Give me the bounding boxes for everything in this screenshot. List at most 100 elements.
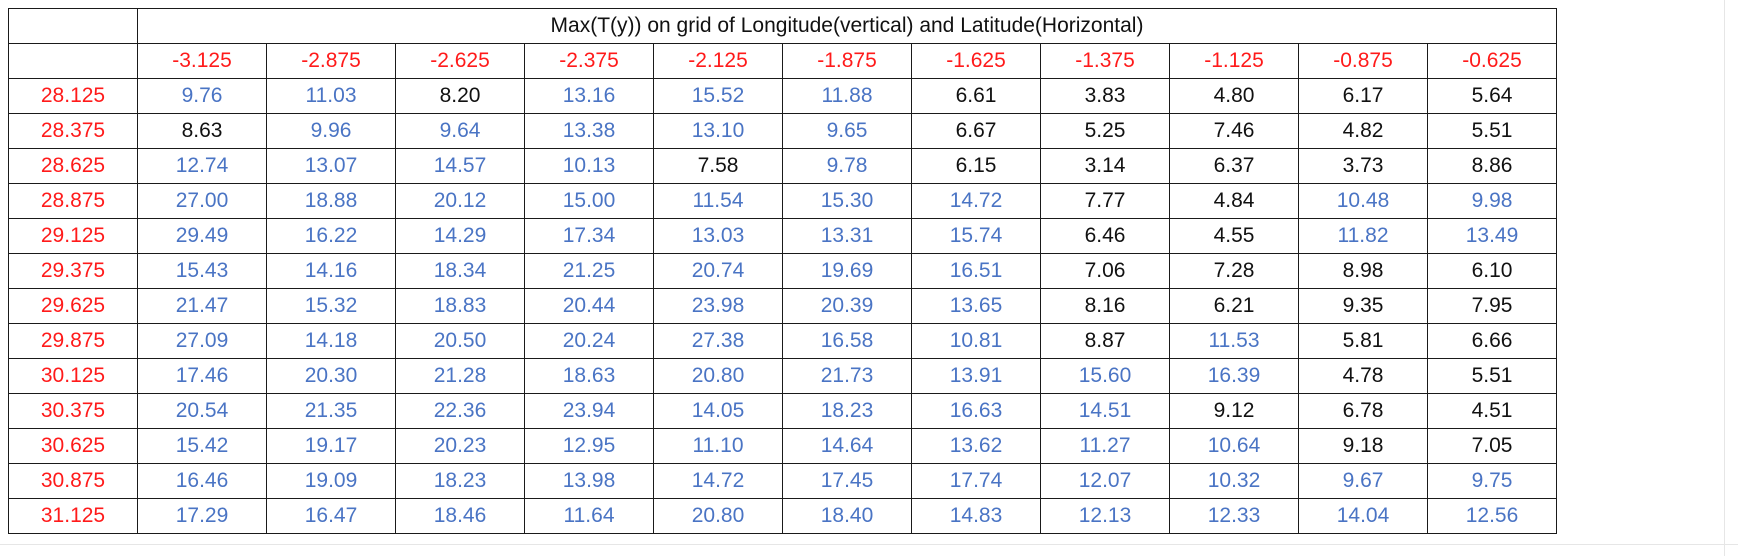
corner-cell[interactable] <box>8 43 138 79</box>
table-cell[interactable]: 17.74 <box>911 463 1041 499</box>
table-cell[interactable]: 20.12 <box>395 183 525 219</box>
table-cell[interactable]: 14.05 <box>653 393 783 429</box>
table-cell[interactable]: 14.72 <box>911 183 1041 219</box>
table-cell[interactable]: 9.98 <box>1427 183 1557 219</box>
table-cell[interactable]: 6.78 <box>1298 393 1428 429</box>
table-cell[interactable]: 7.05 <box>1427 428 1557 464</box>
column-header[interactable]: -1.125 <box>1169 43 1299 79</box>
table-cell[interactable]: 27.38 <box>653 323 783 359</box>
table-cell[interactable]: 17.45 <box>782 463 912 499</box>
table-cell[interactable]: 20.44 <box>524 288 654 324</box>
table-cell[interactable]: 18.23 <box>782 393 912 429</box>
table-cell[interactable]: 11.64 <box>524 498 654 534</box>
table-cell[interactable]: 10.81 <box>911 323 1041 359</box>
row-header[interactable]: 30.125 <box>8 358 138 394</box>
row-header[interactable]: 29.375 <box>8 253 138 289</box>
table-cell[interactable]: 21.25 <box>524 253 654 289</box>
table-cell[interactable]: 13.65 <box>911 288 1041 324</box>
table-cell[interactable]: 4.82 <box>1298 113 1428 149</box>
table-cell[interactable]: 20.23 <box>395 428 525 464</box>
table-cell[interactable]: 27.09 <box>137 323 267 359</box>
table-cell[interactable]: 9.67 <box>1298 463 1428 499</box>
table-cell[interactable]: 17.29 <box>137 498 267 534</box>
row-header[interactable]: 29.625 <box>8 288 138 324</box>
table-cell[interactable]: 9.96 <box>266 113 396 149</box>
column-header[interactable]: -2.625 <box>395 43 525 79</box>
table-cell[interactable]: 14.51 <box>1040 393 1170 429</box>
table-cell[interactable]: 13.31 <box>782 218 912 254</box>
table-cell[interactable]: 18.40 <box>782 498 912 534</box>
table-cell[interactable]: 6.21 <box>1169 288 1299 324</box>
table-cell[interactable]: 16.47 <box>266 498 396 534</box>
table-cell[interactable]: 13.62 <box>911 428 1041 464</box>
table-cell[interactable]: 13.98 <box>524 463 654 499</box>
table-cell[interactable]: 13.07 <box>266 148 396 184</box>
table-cell[interactable]: 8.63 <box>137 113 267 149</box>
table-cell[interactable]: 15.52 <box>653 78 783 114</box>
table-cell[interactable]: 14.72 <box>653 463 783 499</box>
table-cell[interactable]: 11.10 <box>653 428 783 464</box>
column-header[interactable]: -1.375 <box>1040 43 1170 79</box>
table-cell[interactable]: 20.39 <box>782 288 912 324</box>
table-cell[interactable]: 15.30 <box>782 183 912 219</box>
table-cell[interactable]: 11.82 <box>1298 218 1428 254</box>
table-cell[interactable]: 16.46 <box>137 463 267 499</box>
table-cell[interactable]: 21.73 <box>782 358 912 394</box>
table-cell[interactable]: 15.42 <box>137 428 267 464</box>
row-header[interactable]: 30.625 <box>8 428 138 464</box>
table-cell[interactable]: 8.87 <box>1040 323 1170 359</box>
table-cell[interactable]: 6.61 <box>911 78 1041 114</box>
table-title[interactable]: Max(T(y)) on grid of Longitude(vertical)… <box>137 8 1557 44</box>
table-cell[interactable]: 12.95 <box>524 428 654 464</box>
table-cell[interactable]: 15.43 <box>137 253 267 289</box>
table-cell[interactable]: 12.74 <box>137 148 267 184</box>
column-header[interactable]: -1.625 <box>911 43 1041 79</box>
table-cell[interactable]: 10.13 <box>524 148 654 184</box>
table-cell[interactable]: 14.83 <box>911 498 1041 534</box>
table-cell[interactable]: 9.64 <box>395 113 525 149</box>
table-cell[interactable]: 7.58 <box>653 148 783 184</box>
table-cell[interactable]: 5.25 <box>1040 113 1170 149</box>
table-cell[interactable]: 8.16 <box>1040 288 1170 324</box>
table-cell[interactable]: 15.74 <box>911 218 1041 254</box>
table-cell[interactable]: 14.57 <box>395 148 525 184</box>
table-cell[interactable]: 12.07 <box>1040 463 1170 499</box>
table-cell[interactable]: 3.83 <box>1040 78 1170 114</box>
column-header[interactable]: -0.875 <box>1298 43 1428 79</box>
table-cell[interactable]: 17.46 <box>137 358 267 394</box>
row-header[interactable]: 30.375 <box>8 393 138 429</box>
column-header[interactable]: -2.375 <box>524 43 654 79</box>
table-cell[interactable]: 3.73 <box>1298 148 1428 184</box>
table-cell[interactable]: 7.77 <box>1040 183 1170 219</box>
table-cell[interactable]: 16.22 <box>266 218 396 254</box>
table-cell[interactable]: 13.03 <box>653 218 783 254</box>
table-cell[interactable]: 16.58 <box>782 323 912 359</box>
table-cell[interactable]: 23.98 <box>653 288 783 324</box>
table-cell[interactable]: 7.06 <box>1040 253 1170 289</box>
table-cell[interactable]: 17.34 <box>524 218 654 254</box>
table-cell[interactable]: 18.88 <box>266 183 396 219</box>
table-cell[interactable]: 11.54 <box>653 183 783 219</box>
table-cell[interactable]: 23.94 <box>524 393 654 429</box>
table-cell[interactable]: 15.60 <box>1040 358 1170 394</box>
column-header[interactable]: -0.625 <box>1427 43 1557 79</box>
row-header[interactable]: 28.625 <box>8 148 138 184</box>
table-cell[interactable]: 18.23 <box>395 463 525 499</box>
table-cell[interactable]: 8.20 <box>395 78 525 114</box>
row-header[interactable]: 28.875 <box>8 183 138 219</box>
table-cell[interactable]: 6.46 <box>1040 218 1170 254</box>
table-cell[interactable]: 5.51 <box>1427 113 1557 149</box>
table-cell[interactable]: 18.34 <box>395 253 525 289</box>
table-cell[interactable]: 9.35 <box>1298 288 1428 324</box>
table-cell[interactable]: 20.30 <box>266 358 396 394</box>
row-header[interactable]: 31.125 <box>8 498 138 534</box>
table-cell[interactable]: 6.66 <box>1427 323 1557 359</box>
table-cell[interactable]: 10.32 <box>1169 463 1299 499</box>
table-cell[interactable]: 6.10 <box>1427 253 1557 289</box>
table-cell[interactable]: 16.63 <box>911 393 1041 429</box>
table-cell[interactable]: 6.67 <box>911 113 1041 149</box>
table-cell[interactable]: 19.17 <box>266 428 396 464</box>
table-cell[interactable]: 6.17 <box>1298 78 1428 114</box>
table-cell[interactable]: 20.54 <box>137 393 267 429</box>
table-cell[interactable]: 5.51 <box>1427 358 1557 394</box>
